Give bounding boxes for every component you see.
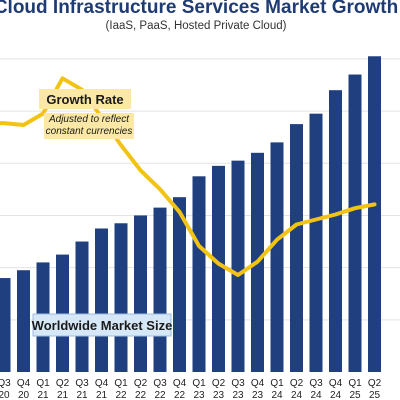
x-tick-year: 23	[193, 390, 205, 400]
x-tick-labels: Q320Q420Q121Q221Q321Q421Q122Q222Q322Q422…	[0, 378, 382, 400]
x-tick-quarter: Q3	[309, 378, 323, 389]
x-tick-year: 21	[76, 390, 88, 400]
x-tick-quarter: Q1	[270, 378, 284, 389]
x-tick-year: 22	[135, 390, 147, 400]
x-tick-quarter: Q1	[348, 378, 362, 389]
growth-rate-note-text: Adjusted to reflect constant currencies	[45, 114, 133, 137]
market-size-bar	[270, 142, 284, 372]
growth-rate-note: Adjusted to reflect constant currencies	[44, 113, 134, 139]
x-tick-quarter: Q1	[114, 378, 128, 389]
x-tick-year: 22	[174, 390, 186, 400]
market-size-bar	[17, 270, 30, 372]
x-tick-year: 22	[115, 390, 127, 400]
market-size-bar	[0, 278, 11, 372]
x-tick-year: 24	[271, 390, 283, 400]
x-tick-year: 24	[310, 390, 322, 400]
market-size-bar	[134, 215, 147, 372]
x-tick-year: 21	[57, 390, 69, 400]
growth-rate-label-box	[39, 89, 131, 109]
x-tick-quarter: Q4	[251, 378, 265, 389]
x-tick-quarter: Q2	[134, 378, 148, 389]
x-tick-year: 25	[349, 390, 361, 400]
x-tick-year: 21	[96, 390, 108, 400]
x-tick-quarter: Q2	[212, 378, 226, 389]
market-size-bar	[173, 197, 186, 372]
bars	[0, 56, 381, 372]
x-tick-quarter: Q4	[17, 378, 31, 389]
market-size-bar	[329, 90, 342, 372]
market-size-bar	[290, 124, 303, 372]
x-tick-year: 24	[291, 390, 303, 400]
market-size-bar	[75, 241, 89, 372]
x-tick-year: 23	[252, 390, 264, 400]
x-tick-quarter: Q2	[290, 378, 304, 389]
x-tick-quarter: Q3	[153, 378, 167, 389]
x-tick-quarter: Q1	[36, 378, 50, 389]
x-tick-year: 22	[154, 390, 166, 400]
x-tick-year: 20	[18, 390, 30, 400]
market-size-label-text: Worldwide Market Size	[32, 318, 173, 333]
growth-rate-label: Growth Rate	[39, 89, 131, 109]
x-tick-year: 20	[0, 390, 10, 400]
market-size-label-box	[32, 313, 172, 337]
market-size-label: Worldwide Market Size	[32, 313, 173, 337]
x-tick-quarter: Q4	[173, 378, 187, 389]
chart-subtitle: (IaaS, PaaS, Hosted Private Cloud)	[106, 20, 287, 32]
market-size-bar	[153, 207, 167, 372]
x-tick-year: 23	[232, 390, 244, 400]
x-tick-quarter: Q4	[329, 378, 343, 389]
market-size-bar	[95, 228, 108, 372]
growth-rate-label-text: Growth Rate	[46, 92, 123, 107]
x-tick-year: 23	[213, 390, 225, 400]
chart-title: Cloud Infrastructure Services Market Gro…	[0, 0, 398, 18]
x-tick-quarter: Q2	[56, 378, 70, 389]
x-tick-quarter: Q2	[368, 378, 382, 389]
x-tick-year: 25	[369, 390, 381, 400]
growth-rate-note-wrap: Adjusted to reflect constant currencies	[45, 114, 133, 137]
growth-rate-note-box	[44, 113, 134, 139]
market-size-bar	[231, 160, 245, 372]
market-size-bar	[56, 254, 69, 372]
market-size-bar	[348, 74, 362, 372]
x-tick-year: 21	[37, 390, 49, 400]
market-size-bar	[368, 56, 381, 372]
x-tick-quarter: Q4	[95, 378, 109, 389]
x-tick-quarter: Q1	[192, 378, 206, 389]
x-tick-quarter: Q3	[231, 378, 245, 389]
x-tick-quarter: Q3	[75, 378, 89, 389]
x-tick-quarter: Q3	[0, 378, 11, 389]
x-tick-year: 24	[330, 390, 342, 400]
market-size-bar	[192, 176, 206, 372]
market-size-bar	[212, 165, 225, 372]
market-size-bar	[309, 113, 323, 372]
market-size-bar	[114, 223, 128, 372]
